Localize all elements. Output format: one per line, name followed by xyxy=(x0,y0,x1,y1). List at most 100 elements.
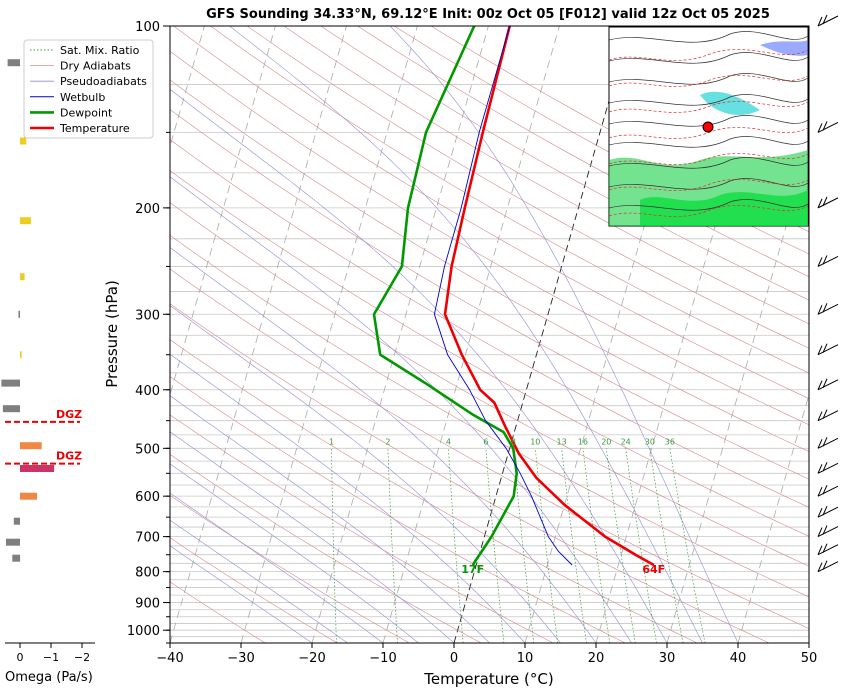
dry-adiabat-line xyxy=(210,26,809,374)
isobar-line xyxy=(608,52,809,64)
omega-bar xyxy=(18,310,20,318)
precip-area xyxy=(640,190,808,226)
thickness-line xyxy=(608,49,809,61)
omega-bar xyxy=(7,59,20,67)
temperature-profile-line xyxy=(443,26,655,567)
mixing-ratio-label: 10 xyxy=(530,437,540,446)
wind-barb-feather xyxy=(817,305,823,315)
pseudoadiabat-line xyxy=(170,431,455,643)
dry-adiabat-line xyxy=(170,537,338,643)
wind-barb-feather xyxy=(822,378,828,388)
isotherm-line xyxy=(382,26,560,643)
mixing-ratio-label: 13 xyxy=(557,437,567,446)
mixing-ratio-label: 8 xyxy=(511,437,516,446)
wind-barb-shaft xyxy=(817,303,839,315)
x-tick-label: −30 xyxy=(227,651,254,666)
wind-barb-shaft xyxy=(817,379,839,391)
wind-barb-feather xyxy=(822,505,828,516)
y-tick-label: 1000 xyxy=(127,624,160,639)
location-marker xyxy=(702,121,714,133)
wind-barb-shaft xyxy=(817,561,839,573)
wind-barb-feather xyxy=(817,486,823,497)
wind-barb-feather xyxy=(817,545,823,555)
x-tick-label: −40 xyxy=(156,651,183,666)
legend-entry: Pseudoadiabats xyxy=(60,75,147,88)
dry-adiabat-line xyxy=(170,268,809,629)
pseudoadiabat-line xyxy=(170,463,419,643)
isobar-line xyxy=(608,115,809,127)
isobar-line xyxy=(608,136,809,148)
omega-bar xyxy=(20,492,37,500)
omega-bar xyxy=(20,351,22,359)
pseudoadiabat-line xyxy=(170,176,632,643)
dry-adiabat-line xyxy=(173,26,809,399)
dry-adiabat-line xyxy=(283,26,809,325)
isotherm-line xyxy=(170,26,205,148)
wind-barb-feather xyxy=(817,562,823,572)
mixing-ratio-label: 1 xyxy=(329,437,334,446)
legend-entry: Wetbulb xyxy=(60,91,105,104)
inset-map xyxy=(608,26,809,227)
chart-title: GFS Sounding 34.33°N, 69.12°E Init: 00z … xyxy=(206,7,770,22)
surface-temperature-label: 64F xyxy=(642,563,665,576)
wind-barb-shaft xyxy=(817,410,839,422)
isobar-line xyxy=(608,178,809,190)
dry-adiabat-line xyxy=(320,26,809,301)
wind-barb-feather xyxy=(822,121,828,131)
wind-barb-feather xyxy=(822,462,828,472)
omega-bar xyxy=(1,379,21,387)
wind-barb-shaft xyxy=(817,462,839,474)
wind-barb-feather xyxy=(822,525,828,535)
legend-entry: Sat. Mix. Ratio xyxy=(60,44,140,57)
isotherm-line xyxy=(453,26,631,643)
wind-barb-feather xyxy=(817,411,823,421)
mixing-ratio-line xyxy=(387,448,398,643)
y-tick-label: 400 xyxy=(135,384,160,399)
y-tick-label: 300 xyxy=(135,308,160,323)
dry-adiabat-line xyxy=(170,109,809,480)
wind-barb-feather xyxy=(817,16,823,27)
x-tick-label: 40 xyxy=(730,651,747,666)
pressure-gridlines xyxy=(170,26,809,643)
pseudoadiabat-line xyxy=(170,353,526,643)
omega-bar xyxy=(12,554,21,562)
wind-barb-shaft xyxy=(817,437,839,449)
wind-barb-shaft xyxy=(817,15,839,27)
mixing-ratio-label: 24 xyxy=(621,437,631,446)
wind-barb-feather xyxy=(822,343,828,353)
pseudoadiabat-line xyxy=(229,26,703,643)
mixing-ratio-line xyxy=(561,448,587,643)
mixing-ratio-line xyxy=(448,448,464,643)
wind-barb-feather xyxy=(817,345,823,355)
wind-barb-shaft xyxy=(817,485,839,497)
omega-tick-label: −2 xyxy=(74,651,90,664)
x-tick-label: 10 xyxy=(517,651,534,666)
isotherm-line xyxy=(666,144,809,643)
dewpoint-profile-line xyxy=(372,26,519,566)
y-tick-label: 200 xyxy=(135,202,160,217)
legend-entry: Temperature xyxy=(59,122,130,135)
legend: Sat. Mix. Ratio Dry Adiabats Pseudoadiabat… xyxy=(23,39,154,139)
plot-frame xyxy=(169,25,810,644)
wind-barb-feather xyxy=(822,543,828,553)
wind-barb-feather xyxy=(817,198,823,209)
omega-tick-label: −1 xyxy=(43,651,59,664)
omega-bar xyxy=(20,465,55,472)
dry-adiabat-line xyxy=(170,139,809,508)
mixing-ratio-line xyxy=(513,448,535,643)
wind-barb-shaft xyxy=(817,544,839,556)
mixing-ratio-label: 2 xyxy=(385,437,390,446)
y-tick-label: 600 xyxy=(135,490,160,505)
wind-barb-feather xyxy=(817,380,823,390)
wind-barb-feather xyxy=(817,257,823,267)
pseudoadiabat-line xyxy=(170,88,668,643)
mixing-ratio-line xyxy=(605,448,636,643)
x-axis: −40 −30 −20 −10 0 10 20 30 40 50 xyxy=(156,643,817,666)
wind-barb-feather xyxy=(822,409,828,419)
dry-adiabat-line xyxy=(170,202,809,567)
y-tick-label: 500 xyxy=(135,442,160,457)
dry-adiabat-line xyxy=(170,170,809,537)
wind-barb-shaft xyxy=(817,121,839,133)
wind-barb-shaft xyxy=(817,197,839,209)
